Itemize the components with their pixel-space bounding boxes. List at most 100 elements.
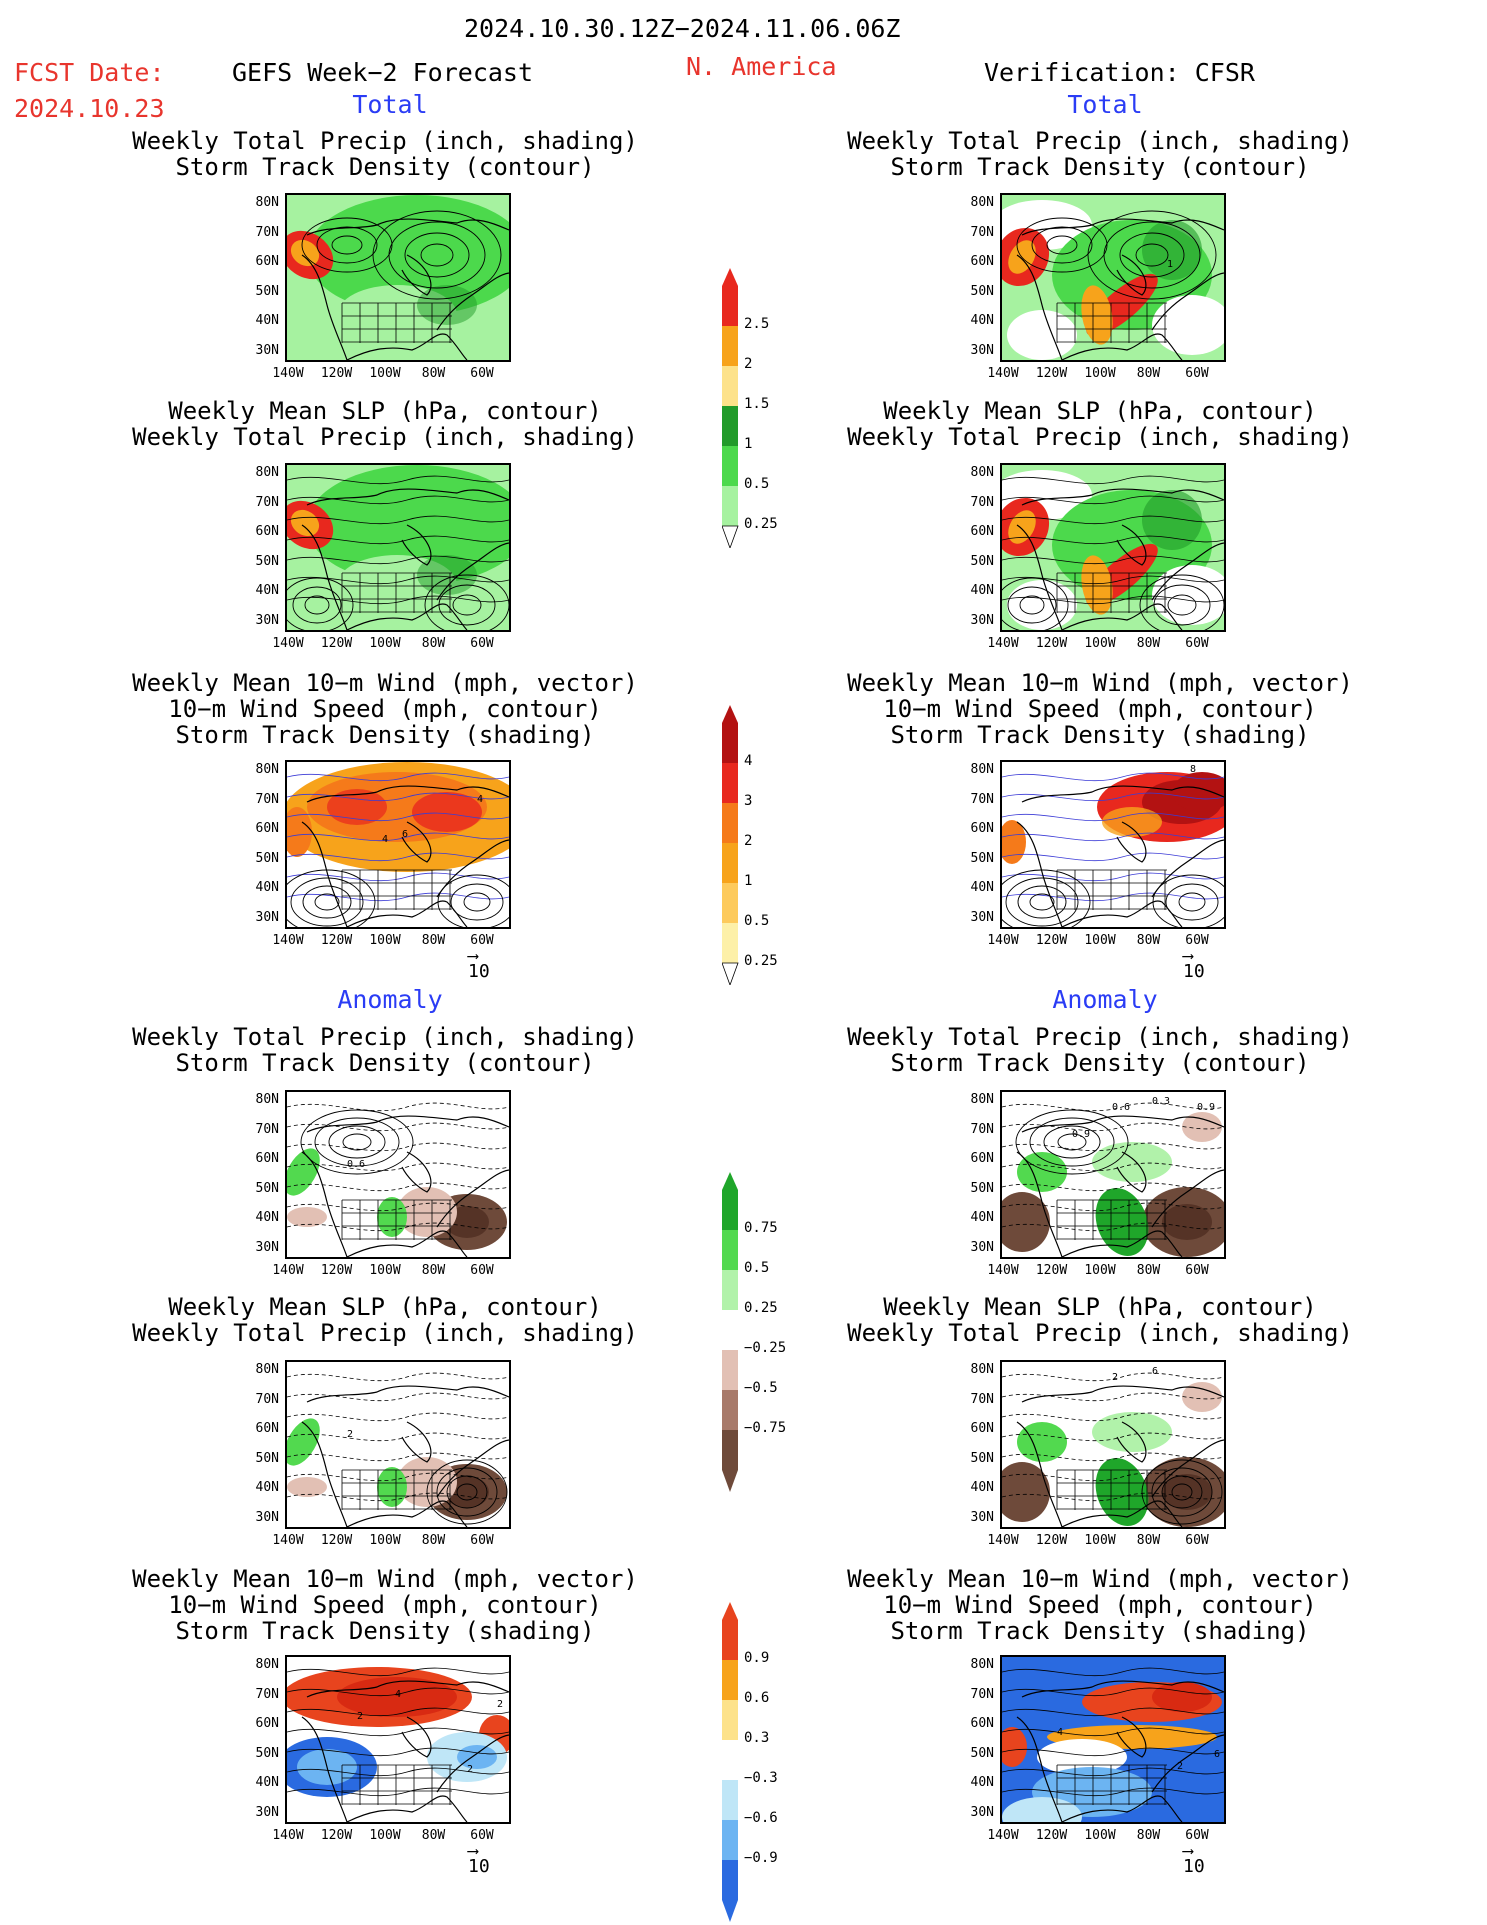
colorbar-swatch [722, 1700, 738, 1740]
contour-label: 0.6 [347, 1159, 365, 1170]
lon-tick-label: 100W [369, 1533, 401, 1548]
colorbar-label: 0.5 [744, 1260, 770, 1276]
lat-tick-label: 60N [970, 524, 994, 539]
colorbar-label: 0.5 [744, 913, 770, 929]
lat-tick-label: 80N [970, 1092, 994, 1107]
lon-tick-label: 120W [320, 1263, 353, 1278]
colorbar-swatch [722, 883, 738, 923]
contour-label: 4 [395, 1689, 401, 1700]
lon-tick-label: 60W [1185, 933, 1209, 948]
lat-tick-label: 40N [970, 880, 994, 895]
title-fc-slp-total: Weekly Mean SLP (hPa, contour) Weekly To… [132, 397, 638, 451]
colorbar-swatch [722, 763, 738, 803]
lat-tick-label: 40N [255, 1210, 279, 1225]
lon-tick-label: 140W [987, 636, 1019, 651]
colorbar-swatch [722, 1350, 738, 1390]
vector-reference: ⟶ 10 [468, 1843, 490, 1878]
lat-tick-label: 80N [970, 1362, 994, 1377]
lat-tick-label: 80N [255, 762, 279, 777]
lon-tick-label: 80W [1136, 1263, 1161, 1278]
colorbar-swatch [722, 1270, 738, 1310]
map-plot: 2 [287, 1362, 509, 1527]
lon-tick-label: 120W [1035, 1533, 1068, 1548]
title-obs-slp-total: Weekly Mean SLP (hPa, contour) Weekly To… [847, 397, 1353, 451]
lon-tick-label: 100W [1084, 1828, 1116, 1843]
contour-label: 0.6 [1112, 1102, 1130, 1113]
lon-tick-label: 80W [421, 933, 446, 948]
lon-tick-label: 120W [320, 366, 353, 381]
lat-tick-label: 70N [970, 1121, 994, 1137]
map-plot: 4 2 2 2 [287, 1657, 509, 1822]
arrow-right-icon: ⟶ [1183, 946, 1193, 965]
vector-reference: ⟶ 10 [1183, 1841, 1205, 1878]
arrow-right-icon: ⟶ [1183, 1841, 1193, 1860]
map-panel-fc-slp-total [285, 463, 511, 632]
contour-label: 8 [1190, 764, 1196, 775]
lon-tick-label: 60W [1185, 1263, 1209, 1278]
date-range-title: 2024.10.30.12Z−2024.11.06.06Z [464, 14, 901, 43]
forecast-model-title: GEFS Week−2 Forecast [232, 58, 534, 87]
lat-tick-label: 40N [255, 1480, 279, 1495]
lat-tick-label: 50N [255, 553, 279, 569]
colorbar-swatch [722, 1820, 738, 1860]
lon-tick-label: 60W [470, 636, 494, 651]
section-anomaly-right: Anomaly [1052, 985, 1158, 1014]
lon-tick-label: 80W [1136, 366, 1161, 381]
colorbar-swatch [722, 406, 738, 446]
colorbar-label: 4 [744, 753, 753, 769]
lon-tick-label: 60W [470, 933, 494, 948]
colorbar-track_total [722, 705, 739, 985]
lon-tick-label: 140W [272, 636, 304, 651]
colorbar-label: −0.75 [744, 1420, 787, 1436]
lat-tick-label: 40N [255, 313, 279, 328]
lat-tick-label: 70N [970, 1686, 994, 1702]
lon-tick-label: 140W [987, 1263, 1019, 1278]
lon-tick-label: 120W [1035, 366, 1068, 381]
contour-label: 2 [467, 1764, 473, 1775]
vector-reference-value: 10 [468, 1856, 490, 1877]
map-panel-obs-slp-total [1000, 463, 1226, 632]
lat-tick-label: 60N [970, 1421, 994, 1436]
lat-tick-label: 80N [970, 762, 994, 777]
lon-tick-label: 120W [320, 1533, 353, 1548]
lat-tick-label: 50N [970, 1180, 994, 1196]
lon-tick-label: 120W [320, 933, 353, 948]
lon-tick-label: 80W [1136, 636, 1161, 651]
lat-tick-label: 70N [970, 791, 994, 807]
lat-tick-label: 30N [970, 342, 994, 358]
colorbar-swatch [722, 446, 738, 486]
lon-tick-label: 80W [421, 366, 446, 381]
lat-tick-label: 40N [970, 313, 994, 328]
lon-tick-label: 100W [369, 1828, 401, 1843]
section-total-right: Total [1067, 90, 1143, 119]
colorbar-label: 1.5 [744, 396, 770, 412]
lat-tick-label: 40N [255, 1775, 279, 1790]
lon-tick-label: 100W [1084, 1263, 1116, 1278]
lon-tick-label: 100W [369, 366, 401, 381]
fcst-date-label: FCST Date: [14, 58, 165, 87]
section-total-left: Total [352, 90, 428, 119]
lat-tick-label: 60N [255, 524, 279, 539]
lat-tick-label: 60N [255, 1716, 279, 1731]
lat-tick-label: 70N [970, 224, 994, 240]
lat-tick-label: 50N [255, 850, 279, 866]
lat-tick-label: 60N [255, 821, 279, 836]
lon-tick-label: 60W [470, 1263, 494, 1278]
lat-tick-label: 70N [970, 1391, 994, 1407]
colorbar-swatch [722, 1780, 738, 1820]
lat-tick-label: 40N [970, 1210, 994, 1225]
lon-tick-label: 80W [1136, 933, 1161, 948]
title-obs-precip-anom: Weekly Total Precip (inch, shading) Stor… [847, 1023, 1353, 1077]
lon-tick-label: 80W [421, 1533, 446, 1548]
lat-tick-label: 60N [255, 1151, 279, 1166]
lat-tick-label: 30N [255, 342, 279, 358]
vector-reference-value: 10 [1183, 1856, 1205, 1877]
lat-tick-label: 50N [970, 850, 994, 866]
lon-tick-label: 100W [1084, 366, 1116, 381]
contour-label: 2 [1112, 1372, 1118, 1383]
map-plot: 0.3 0.6 0.9 0.9 [1002, 1092, 1224, 1257]
contour-label: 2 [497, 1699, 503, 1710]
lon-tick-label: 60W [470, 1533, 494, 1548]
fcst-date-value: 2024.10.23 [14, 94, 165, 123]
